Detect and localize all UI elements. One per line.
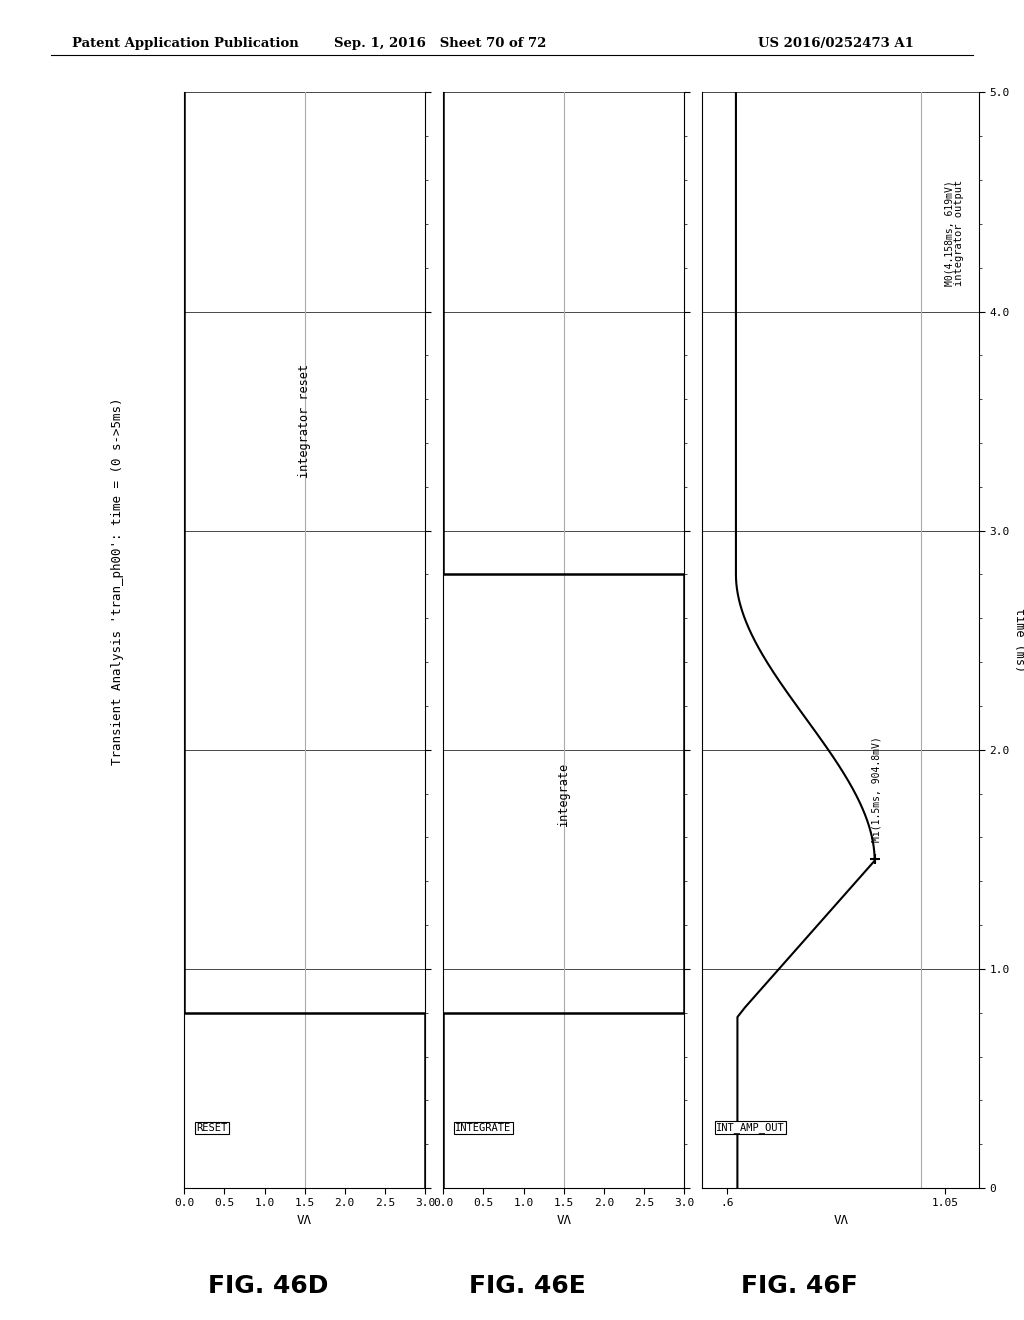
X-axis label: VΛ: VΛ [297, 1214, 312, 1228]
X-axis label: VΛ: VΛ [556, 1214, 571, 1228]
Text: INTEGRATE: INTEGRATE [456, 1123, 512, 1133]
X-axis label: VΛ: VΛ [834, 1214, 848, 1228]
Text: M0(4.158ms, 619mV): M0(4.158ms, 619mV) [945, 180, 954, 286]
Text: FIG. 46E: FIG. 46E [469, 1274, 586, 1298]
Text: RESET: RESET [197, 1123, 227, 1133]
Text: Patent Application Publication: Patent Application Publication [72, 37, 298, 50]
Y-axis label: time (ms): time (ms) [1014, 609, 1024, 672]
Text: FIG. 46F: FIG. 46F [740, 1274, 858, 1298]
Text: integrate: integrate [557, 762, 570, 825]
Text: integrator output: integrator output [954, 180, 965, 286]
Text: Transient Analysis 'tran_ph00': time = (0 s->5ms): Transient Analysis 'tran_ph00': time = (… [112, 397, 124, 764]
Text: Mi(1.5ms, 904.8mV): Mi(1.5ms, 904.8mV) [871, 737, 881, 842]
Text: FIG. 46D: FIG. 46D [208, 1274, 329, 1298]
Text: US 2016/0252473 A1: US 2016/0252473 A1 [758, 37, 913, 50]
Text: INT_AMP_OUT: INT_AMP_OUT [716, 1122, 785, 1133]
Text: Sep. 1, 2016   Sheet 70 of 72: Sep. 1, 2016 Sheet 70 of 72 [334, 37, 547, 50]
Text: integrator reset: integrator reset [298, 364, 311, 478]
